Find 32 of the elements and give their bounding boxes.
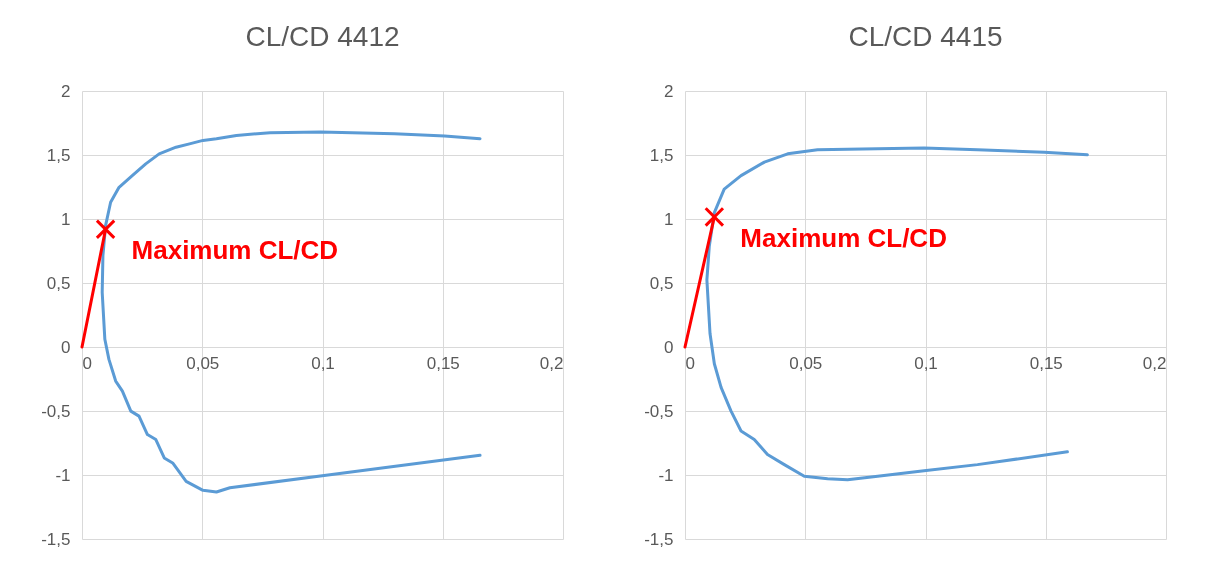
y-tick-label: -1 [658,465,674,485]
x-tick-label: 0 [82,353,92,373]
y-tick-label: 1,5 [46,145,71,165]
y-tick-label: 2 [664,81,674,101]
y-tick-label: 0 [664,337,674,357]
y-tick-label: 1,5 [649,145,674,165]
chart-title: CL/CD 4412 [245,21,400,52]
y-tick-label: -1,5 [644,529,674,549]
y-tick-label: 0,5 [649,273,674,293]
y-tick-label: -0,5 [41,401,71,421]
line-series [705,146,1089,482]
annotation: Maximum CL/CD [131,235,339,266]
x-tick-label: 0,1 [311,353,335,373]
line-series [100,130,482,494]
y-tick-label: 1 [61,209,71,229]
y-tick-label: -1,5 [41,529,71,549]
y-tick-label: -0,5 [644,401,674,421]
x-tick-label: 0,1 [914,353,938,373]
y-tick-label: 0,5 [46,273,71,293]
x-tick-label: 0,15 [1029,353,1063,373]
y-tick-label: 0 [61,337,71,357]
y-tick-label: 2 [61,81,71,101]
chart-title: CL/CD 4415 [848,21,1003,52]
y-tick-label: -1 [55,465,71,485]
x-tick-label: 0,05 [789,353,823,373]
x-tick-label: 0,15 [426,353,460,373]
x-tick-label: 0 [685,353,695,373]
x-tick-label: 0,05 [186,353,220,373]
y-tick-label: 1 [664,209,674,229]
x-tick-label: 0,2 [539,353,564,373]
annotation: Maximum CL/CD [740,222,947,253]
x-tick-label: 0,2 [1142,353,1167,373]
